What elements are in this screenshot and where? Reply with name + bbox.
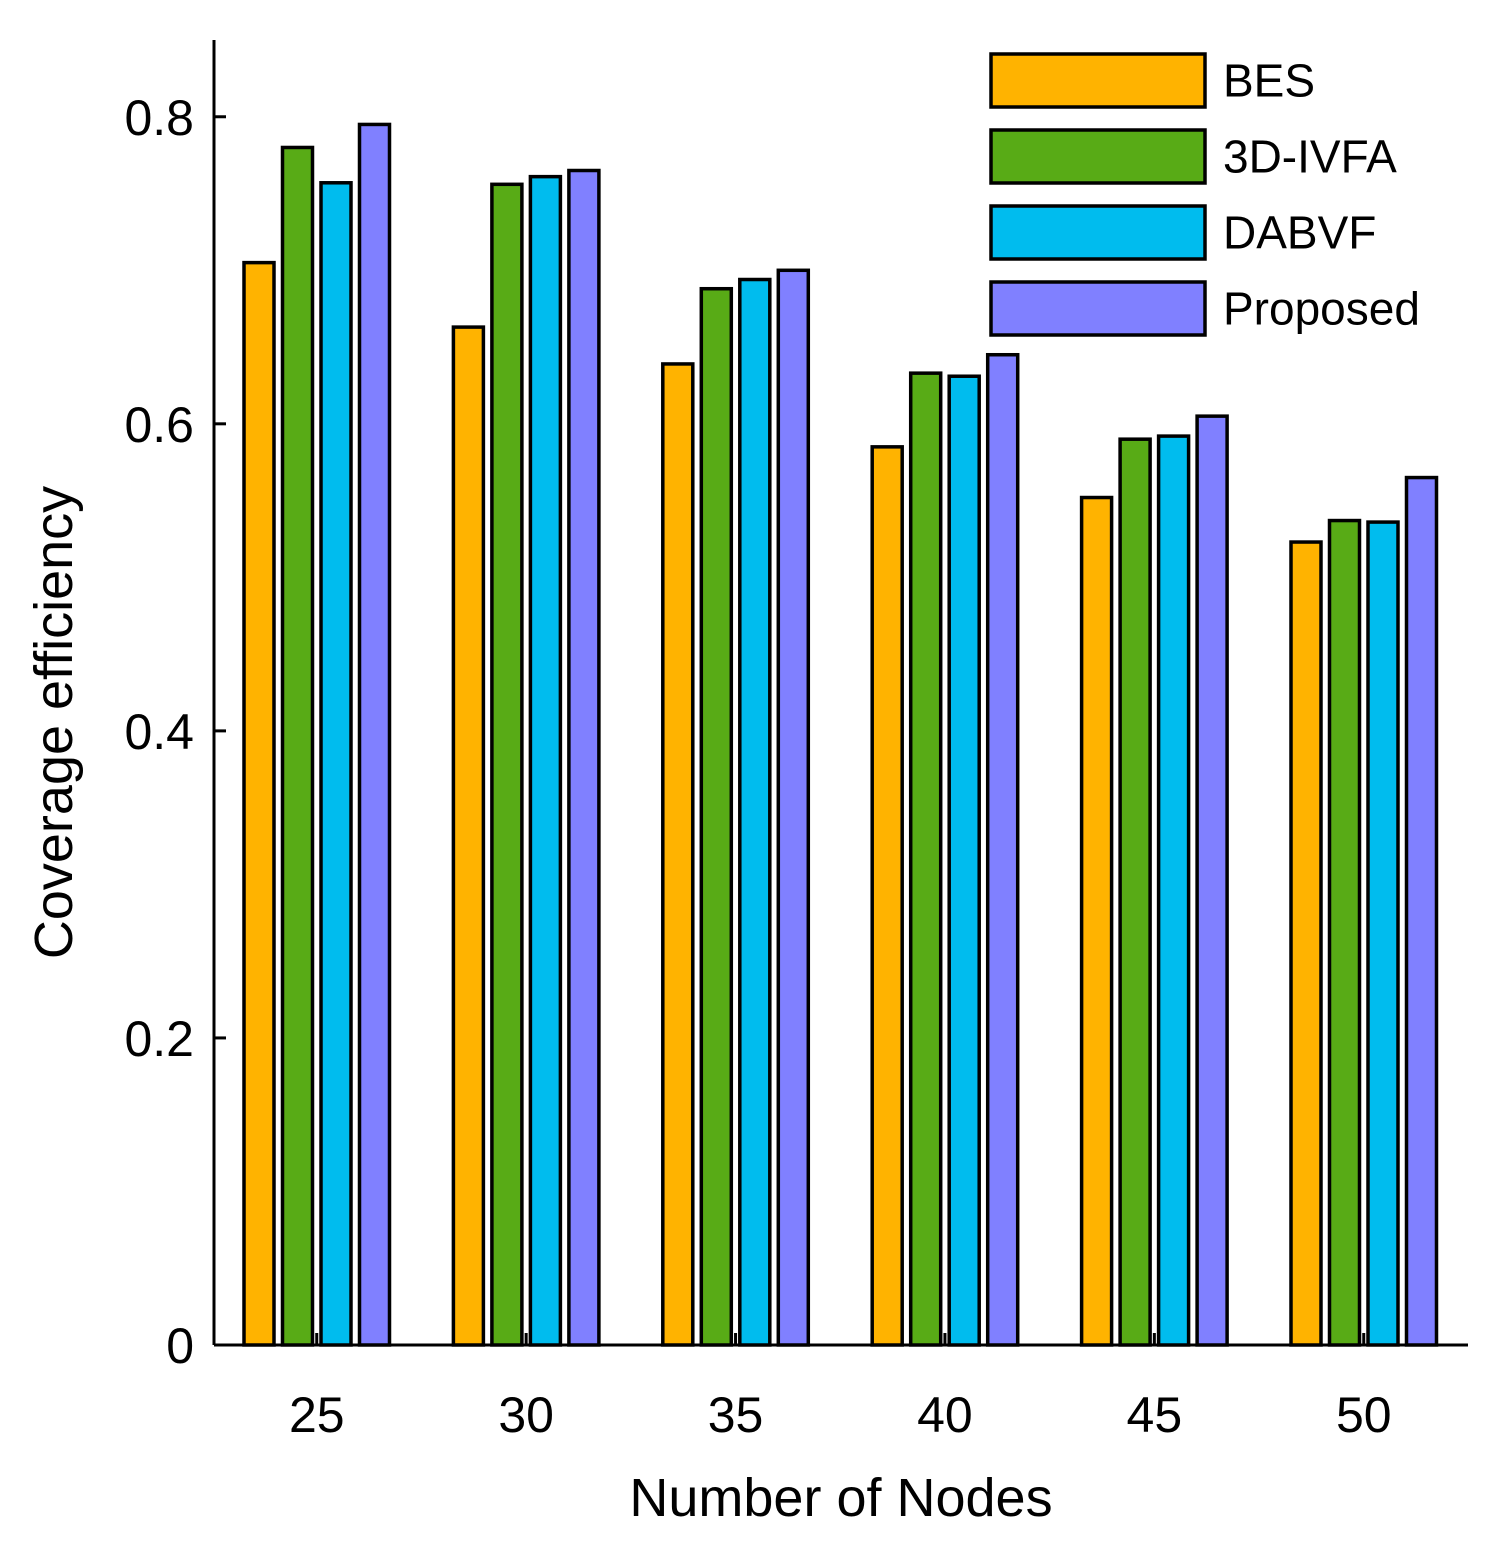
bar-proposed-40 [985, 352, 1020, 1347]
legend-label-3d-ivfa: 3D-IVFA [1223, 131, 1397, 183]
bar-bes-40 [870, 445, 904, 1347]
bar-dabvf-40 [947, 374, 981, 1347]
x-tick-label-25: 25 [289, 1387, 345, 1443]
bar-3d-ivfa-45 [1118, 437, 1152, 1347]
x-tick-label-45: 45 [1127, 1387, 1183, 1443]
bar-bes-45 [1079, 495, 1114, 1347]
x-tick-label-40: 40 [917, 1387, 973, 1443]
y-tick-label-0: 0 [166, 1318, 194, 1374]
x-tick-label-50: 50 [1336, 1387, 1392, 1443]
y-tick-label-4: 0.8 [124, 90, 194, 146]
y-tick-label-3: 0.6 [124, 397, 194, 453]
y-tick-label-1: 0.2 [124, 1011, 194, 1067]
legend-swatch-proposed [989, 280, 1207, 337]
bar-bes-30 [451, 325, 486, 1347]
bar-bes-25 [242, 260, 276, 1347]
bar-bes-50 [1289, 540, 1323, 1347]
bar-proposed-45 [1195, 414, 1229, 1347]
y-ticks-group: 0 0.2 0.4 0.6 0.8 [124, 90, 226, 1374]
bar-dabvf-30 [528, 174, 563, 1347]
legend-swatch-3d-ivfa [989, 128, 1207, 185]
bar-3d-ivfa-35 [699, 286, 734, 1347]
x-ticks-group: 25 30 35 40 45 50 [289, 1333, 1392, 1443]
bar-proposed-25 [357, 122, 392, 1347]
x-tick-label-35: 35 [708, 1387, 764, 1443]
legend-swatch-dabvf [989, 204, 1207, 261]
bar-proposed-50 [1404, 475, 1439, 1347]
bars-group [242, 122, 1439, 1347]
legend-swatch-bes [989, 52, 1207, 109]
legend-label-dabvf: DABVF [1223, 207, 1376, 259]
x-tick-label-30: 30 [498, 1387, 554, 1443]
bar-dabvf-50 [1366, 520, 1400, 1347]
bar-proposed-30 [567, 168, 601, 1347]
legend: BES 3D-IVFA DABVF Proposed [989, 52, 1420, 337]
y-axis-title: Coverage efficiency [24, 486, 84, 959]
bar-3d-ivfa-30 [490, 182, 524, 1347]
x-axis-title: Number of Nodes [629, 1468, 1052, 1528]
bar-3d-ivfa-25 [280, 145, 315, 1347]
bar-dabvf-45 [1156, 434, 1191, 1347]
bar-proposed-35 [776, 268, 811, 1347]
legend-label-bes: BES [1223, 55, 1315, 107]
bar-dabvf-25 [319, 181, 353, 1347]
bar-bes-35 [661, 362, 695, 1347]
bar-3d-ivfa-50 [1327, 518, 1362, 1347]
bar-3d-ivfa-40 [908, 371, 943, 1347]
axes-group [212, 40, 1468, 1347]
bar-dabvf-35 [738, 277, 772, 1347]
y-tick-label-2: 0.4 [124, 704, 194, 760]
legend-label-proposed: Proposed [1223, 283, 1420, 335]
